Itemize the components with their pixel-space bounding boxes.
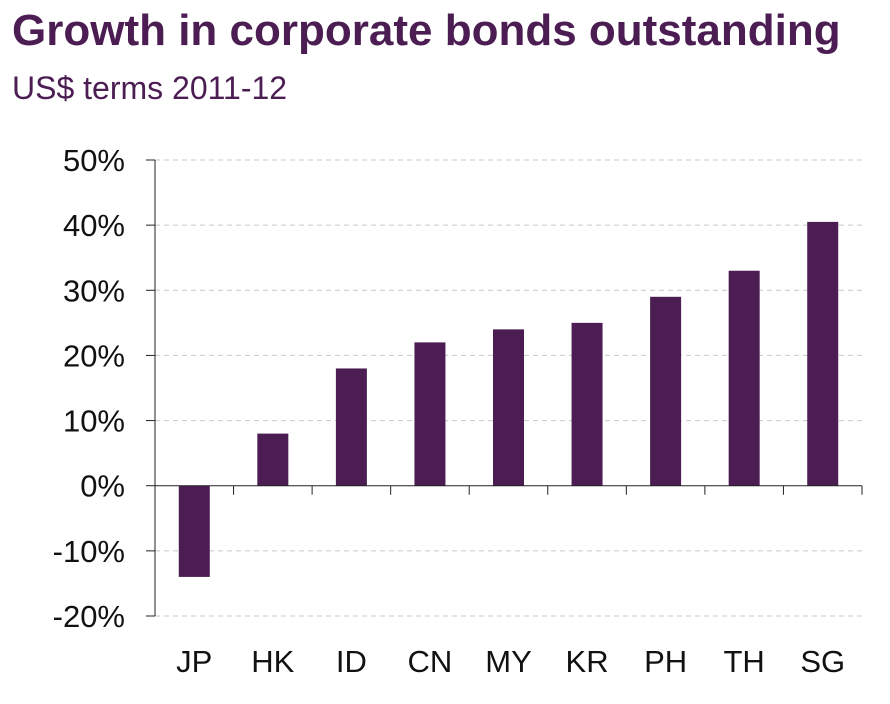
axes [146, 159, 863, 617]
x-tick-label: CN [408, 644, 453, 679]
y-tick-label: -10% [53, 534, 125, 569]
y-tick-label: 0% [80, 469, 125, 504]
x-tick-label: MY [485, 644, 532, 679]
y-tick-label: 10% [63, 404, 125, 439]
chart-subtitle: US$ terms 2011-12 [12, 70, 288, 106]
bar-sg [807, 221, 839, 486]
x-tick-label: SG [800, 644, 845, 679]
x-tick-label: HK [251, 644, 294, 679]
bars [178, 221, 839, 577]
bar-th [728, 270, 760, 486]
y-tick-label: -20% [53, 599, 125, 634]
bar-cn [414, 342, 446, 486]
x-tick-label: ID [336, 644, 367, 679]
bar-kr [571, 322, 603, 486]
x-tick-label: TH [724, 644, 765, 679]
bar-ph [650, 296, 682, 486]
y-tick-labels: 50% 40% 30% 20% 10% 0% -10% -20% [53, 143, 125, 634]
x-tick-label: KR [566, 644, 609, 679]
chart-title: Growth in corporate bonds outstanding [12, 6, 841, 55]
y-tick-label: 40% [63, 208, 125, 243]
bar-hk [257, 433, 289, 486]
y-tick-label: 50% [63, 143, 125, 178]
bar-jp [178, 485, 210, 577]
y-tick-label: 20% [63, 338, 125, 373]
y-tick-label: 30% [63, 273, 125, 308]
bar-id [335, 368, 367, 486]
x-tick-labels: JP HK ID CN MY KR PH TH SG [176, 644, 845, 679]
x-tick-label: PH [644, 644, 687, 679]
x-tick-label: JP [176, 644, 212, 679]
bar-my [493, 329, 524, 486]
